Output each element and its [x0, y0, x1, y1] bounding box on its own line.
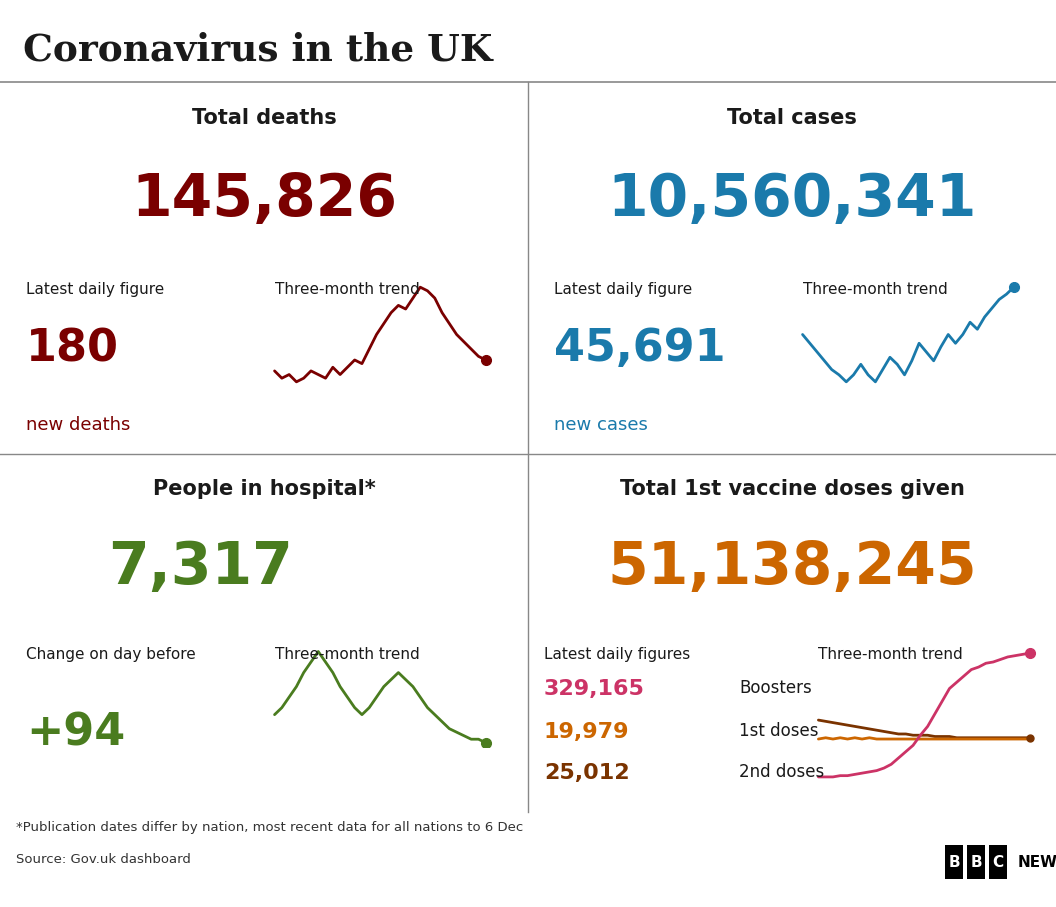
Text: Total cases: Total cases	[728, 108, 856, 128]
Text: People in hospital*: People in hospital*	[153, 479, 375, 499]
Text: Boosters: Boosters	[739, 679, 812, 697]
Text: 25,012: 25,012	[544, 764, 629, 784]
Text: 45,691: 45,691	[554, 327, 727, 370]
Text: Source: Gov.uk dashboard: Source: Gov.uk dashboard	[16, 853, 191, 865]
Text: C: C	[993, 854, 1004, 870]
FancyBboxPatch shape	[967, 844, 985, 880]
Text: *Publication dates differ by nation, most recent data for all nations to 6 Dec: *Publication dates differ by nation, mos…	[16, 821, 523, 834]
Text: new cases: new cases	[554, 416, 648, 434]
Text: 1st doses: 1st doses	[739, 722, 818, 740]
Text: 329,165: 329,165	[544, 679, 645, 699]
Text: Total 1st vaccine doses given: Total 1st vaccine doses given	[620, 479, 964, 499]
Text: B: B	[970, 854, 982, 870]
Text: Coronavirus in the UK: Coronavirus in the UK	[23, 32, 493, 69]
Text: 145,826: 145,826	[131, 171, 397, 228]
Text: Three-month trend: Three-month trend	[818, 647, 963, 662]
Text: NEWS: NEWS	[1017, 854, 1056, 870]
Text: Three-month trend: Three-month trend	[275, 282, 419, 297]
Text: Latest daily figure: Latest daily figure	[26, 282, 165, 297]
Text: Change on day before: Change on day before	[26, 647, 196, 662]
Text: Three-month trend: Three-month trend	[803, 282, 947, 297]
Text: +94: +94	[26, 711, 126, 755]
Text: B: B	[948, 854, 960, 870]
Text: Latest daily figure: Latest daily figure	[554, 282, 693, 297]
FancyBboxPatch shape	[945, 844, 963, 880]
Text: new deaths: new deaths	[26, 416, 131, 434]
Text: 51,138,245: 51,138,245	[607, 540, 977, 597]
Text: Latest daily figures: Latest daily figures	[544, 647, 690, 662]
FancyBboxPatch shape	[989, 844, 1007, 880]
Text: Three-month trend: Three-month trend	[275, 647, 419, 662]
Text: 10,560,341: 10,560,341	[607, 171, 977, 228]
Text: 2nd doses: 2nd doses	[739, 764, 825, 782]
Text: 7,317: 7,317	[109, 540, 293, 597]
Text: 19,979: 19,979	[544, 722, 629, 742]
Text: 180: 180	[26, 327, 119, 370]
Text: Total deaths: Total deaths	[191, 108, 337, 128]
